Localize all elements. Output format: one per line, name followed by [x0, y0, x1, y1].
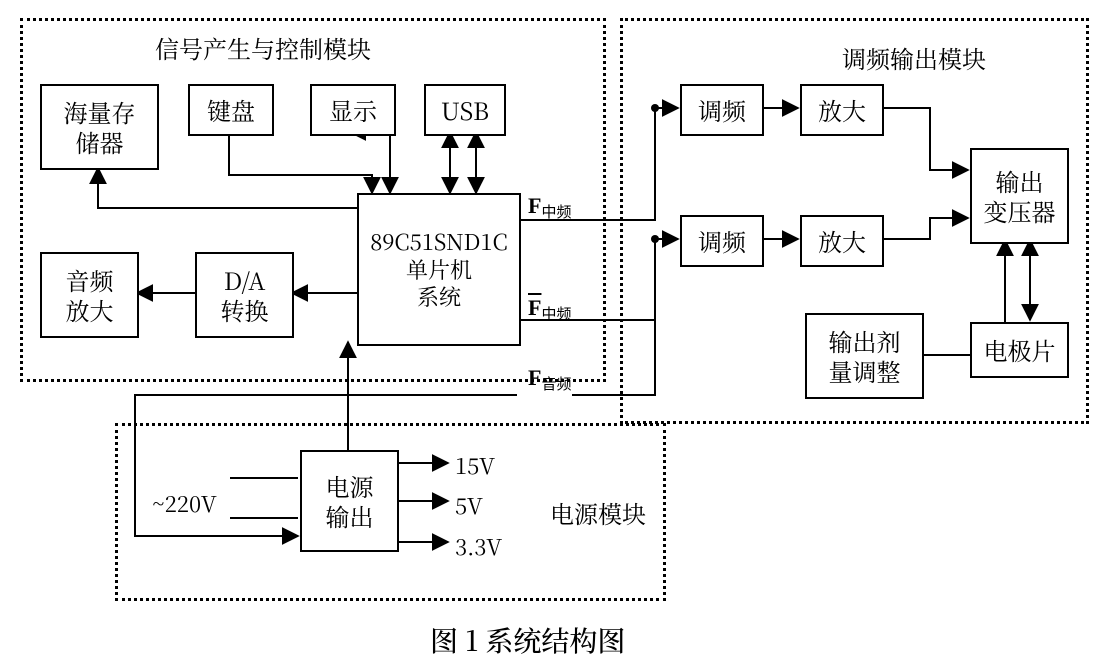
box-da: D/A 转换: [195, 252, 294, 338]
label-33v: 3.3V: [455, 531, 502, 562]
module-power-title: 电源模块: [550, 495, 646, 530]
figure-caption: 图 1 系统结构图: [430, 620, 625, 660]
box-mcu: 89C51SND1C 单片机 系统: [357, 193, 521, 346]
box-dose: 输出剂 量调整: [805, 313, 924, 399]
box-audioamp: 音频 放大: [40, 252, 139, 338]
box-keyboard: 键盘: [188, 84, 274, 136]
label-vin: ~220V: [152, 488, 217, 519]
box-psu: 电源 输出: [300, 450, 399, 552]
box-trans: 输出 变压器: [970, 148, 1069, 244]
diagram-canvas: 信号产生与控制模块 调频输出模块 电源模块 海量存 储器 键盘 显示 USB 8…: [0, 0, 1103, 669]
label-f-mid: F中频: [528, 193, 571, 219]
label-5v: 5V: [455, 490, 483, 521]
box-fm2: 调频: [680, 215, 764, 267]
label-f-mid-bar: F中频: [528, 295, 571, 321]
box-amp2: 放大: [800, 215, 884, 267]
label-15v: 15V: [455, 450, 495, 481]
box-amp1: 放大: [800, 84, 884, 136]
label-f-audio: F音频: [528, 365, 571, 391]
module-fm-title: 调频输出模块: [842, 40, 986, 75]
box-display: 显示: [310, 84, 396, 136]
module-signal-title: 信号产生与控制模块: [155, 30, 371, 65]
box-storage: 海量存 储器: [40, 84, 159, 170]
box-usb: USB: [424, 84, 506, 136]
box-electrode: 电极片: [970, 322, 1069, 378]
box-fm1: 调频: [680, 84, 764, 136]
